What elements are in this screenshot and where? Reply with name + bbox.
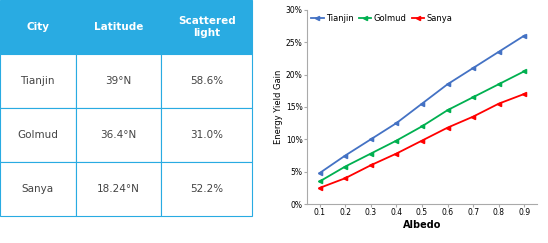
- Golmud: [444, 109, 451, 112]
- Y-axis label: Energy Yield Gain: Energy Yield Gain: [274, 70, 283, 144]
- Text: Tianjin: Tianjin: [21, 76, 55, 86]
- FancyBboxPatch shape: [161, 0, 252, 54]
- X-axis label: Albedo: Albedo: [403, 220, 441, 230]
- Sanya: [419, 139, 425, 142]
- Tianjin: [521, 34, 528, 37]
- Text: Sanya: Sanya: [22, 184, 54, 194]
- Text: City: City: [26, 22, 49, 32]
- Text: Latitude: Latitude: [94, 22, 143, 32]
- Text: 39°N: 39°N: [105, 76, 132, 86]
- Text: 58.6%: 58.6%: [190, 76, 223, 86]
- Tianjin: [393, 122, 399, 125]
- Tianjin: [342, 154, 349, 157]
- Tianjin: [470, 67, 476, 69]
- FancyBboxPatch shape: [161, 54, 252, 108]
- Sanya: [316, 186, 323, 189]
- Sanya: [393, 152, 399, 155]
- Golmud: [368, 152, 374, 155]
- Tianjin: [495, 50, 502, 53]
- Golmud: [470, 96, 476, 99]
- Text: Figure 4 - Tianjin vs Golmud vs Sanya: Yield gain in relation to simulated city : Figure 4 - Tianjin vs Golmud vs Sanya: Y…: [49, 227, 499, 233]
- FancyBboxPatch shape: [0, 54, 76, 108]
- Tianjin: [444, 83, 451, 86]
- Line: Tianjin: Tianjin: [318, 34, 526, 175]
- FancyBboxPatch shape: [161, 162, 252, 216]
- Golmud: [316, 180, 323, 183]
- Text: 31.0%: 31.0%: [190, 130, 223, 140]
- Golmud: [419, 125, 425, 128]
- FancyBboxPatch shape: [0, 108, 76, 162]
- Sanya: [342, 177, 349, 180]
- Sanya: [470, 115, 476, 118]
- Tianjin: [368, 138, 374, 141]
- Sanya: [495, 102, 502, 105]
- Text: Scattered
light: Scattered light: [178, 16, 236, 38]
- Line: Sanya: Sanya: [318, 92, 526, 190]
- FancyBboxPatch shape: [0, 0, 76, 54]
- FancyBboxPatch shape: [76, 54, 161, 108]
- Tianjin: [316, 172, 323, 174]
- Line: Golmud: Golmud: [318, 69, 526, 183]
- Golmud: [521, 70, 528, 73]
- FancyBboxPatch shape: [76, 0, 161, 54]
- Text: 18.24°N: 18.24°N: [97, 184, 140, 194]
- Golmud: [342, 165, 349, 168]
- Sanya: [521, 93, 528, 95]
- FancyBboxPatch shape: [161, 108, 252, 162]
- FancyBboxPatch shape: [76, 162, 161, 216]
- Text: 52.2%: 52.2%: [190, 184, 223, 194]
- Sanya: [444, 126, 451, 129]
- FancyBboxPatch shape: [76, 108, 161, 162]
- Text: Golmud: Golmud: [18, 130, 58, 140]
- Golmud: [393, 139, 399, 142]
- Golmud: [495, 83, 502, 86]
- FancyBboxPatch shape: [0, 162, 76, 216]
- Sanya: [368, 164, 374, 167]
- Legend: Tianjin, Golmud, Sanya: Tianjin, Golmud, Sanya: [311, 14, 453, 23]
- Text: 36.4°N: 36.4°N: [100, 130, 136, 140]
- Tianjin: [419, 102, 425, 105]
